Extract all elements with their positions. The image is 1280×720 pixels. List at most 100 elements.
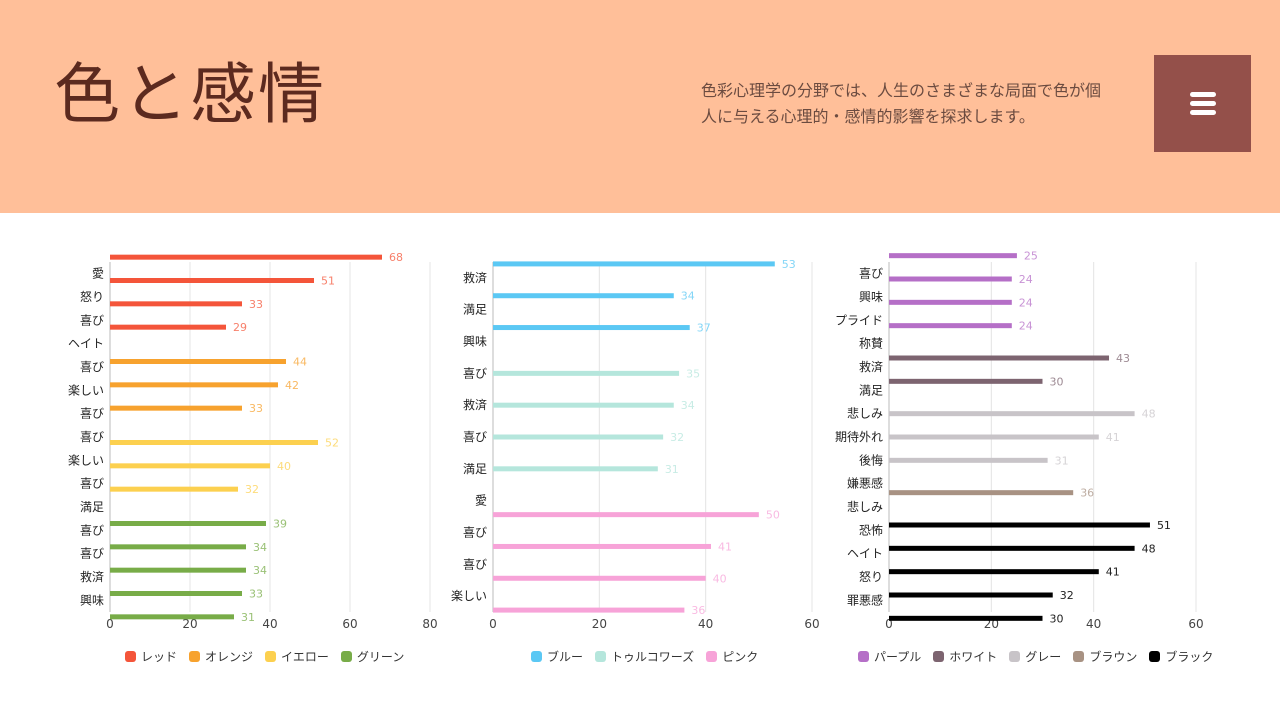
- bar: [110, 324, 226, 330]
- page-description: 色彩心理学の分野では、人生のさまざまな局面で色が個人に与える心理的・感情的影響を…: [701, 81, 1102, 126]
- y-category-label: 満足: [859, 383, 883, 397]
- x-tick-label: 0: [106, 617, 114, 631]
- data-label: 31: [665, 463, 679, 476]
- y-category-label: 罪悪感: [847, 592, 883, 607]
- legend-item[interactable]: イエロー: [265, 648, 329, 665]
- legend-item[interactable]: レッド: [125, 648, 177, 665]
- y-category-label: 満足: [80, 500, 104, 514]
- legend-swatch: [265, 651, 277, 662]
- bar: [889, 299, 1012, 305]
- legend-swatch: [933, 651, 945, 662]
- x-tick-label: 20: [592, 617, 607, 631]
- legend-swatch: [1009, 651, 1021, 662]
- legend-item[interactable]: グリーン: [340, 648, 404, 665]
- hamburger-menu-icon: [1190, 92, 1216, 97]
- legend-swatch: [189, 651, 201, 662]
- y-category-label: 喜び: [463, 525, 487, 539]
- data-label: 42: [285, 379, 299, 392]
- y-category-label: ヘイト: [68, 337, 104, 351]
- menu-button[interactable]: [1154, 55, 1251, 152]
- legend-item[interactable]: ブラック: [1149, 648, 1213, 665]
- data-label: 44: [293, 356, 307, 369]
- bar: [493, 466, 658, 472]
- bar: [889, 253, 1017, 259]
- data-label: 41: [1106, 431, 1120, 444]
- legend-item[interactable]: トゥルコワーズ: [595, 648, 694, 665]
- legend-item[interactable]: ピンク: [706, 648, 758, 665]
- legend-swatch: [1073, 651, 1085, 662]
- bar: [889, 569, 1099, 575]
- y-category-label: 喜び: [463, 557, 487, 571]
- bar: [110, 591, 242, 596]
- bar: [889, 490, 1074, 496]
- data-label: 35: [686, 367, 700, 380]
- y-category-label: 期待外れ: [835, 430, 883, 444]
- legend-label: ピンク: [722, 650, 759, 664]
- bar: [110, 301, 242, 307]
- bar: [493, 607, 685, 613]
- data-label: 48: [1142, 408, 1156, 421]
- legend-swatch: [595, 651, 607, 662]
- legend-swatch: [706, 651, 718, 662]
- bar: [493, 512, 759, 518]
- data-label: 52: [325, 437, 339, 450]
- data-label: 32: [245, 483, 259, 496]
- data-label: 37: [697, 322, 711, 335]
- bar: [110, 567, 246, 573]
- bar: [889, 411, 1135, 417]
- y-category-label: 救済: [859, 359, 883, 374]
- data-label: 32: [670, 431, 684, 444]
- bar: [110, 486, 238, 492]
- data-label: 39: [273, 518, 287, 531]
- bar: [110, 614, 234, 620]
- bar: [493, 575, 706, 581]
- legend-item[interactable]: ブラウン: [1073, 648, 1137, 665]
- legend-item[interactable]: ホワイト: [933, 648, 997, 665]
- bar: [110, 254, 382, 260]
- legend-swatch: [858, 651, 869, 662]
- bar: [889, 522, 1150, 528]
- x-tick-label: 40: [1086, 617, 1101, 631]
- data-label: 31: [241, 611, 255, 624]
- y-category-label: プライド: [835, 313, 883, 327]
- y-category-label: 喜び: [80, 430, 104, 444]
- x-tick-label: 40: [262, 617, 277, 631]
- legend-label: オレンジ: [205, 650, 254, 664]
- y-category-label: 喜び: [80, 547, 104, 561]
- bar: [110, 278, 314, 283]
- data-label: 31: [1055, 454, 1069, 467]
- legend-item[interactable]: グレー: [1009, 648, 1061, 665]
- legend-item[interactable]: パープル: [858, 648, 921, 665]
- x-tick-label: 0: [489, 617, 497, 631]
- data-label: 33: [249, 588, 263, 601]
- data-label: 34: [253, 564, 267, 577]
- y-category-label: 悲しみ: [847, 406, 883, 421]
- header: 色と感情 色彩心理学の分野では、人生のさまざまな局面で色が個人に与える心理的・感…: [0, 0, 1280, 213]
- bar: [889, 378, 1043, 384]
- bar: [493, 543, 711, 549]
- bar: [110, 382, 278, 388]
- y-category-label: 楽しい: [451, 589, 487, 603]
- legend-warm: レッド オレンジ イエロー グリーン: [125, 648, 404, 665]
- x-tick-label: 40: [698, 617, 713, 631]
- y-category-label: 喜び: [463, 430, 487, 444]
- y-category-label: 満足: [463, 303, 487, 317]
- bar: [493, 370, 680, 376]
- legend-swatch: [1149, 651, 1161, 662]
- data-label: 48: [1142, 542, 1156, 555]
- data-label: 53: [782, 258, 796, 271]
- data-label: 24: [1019, 296, 1033, 309]
- legend-item[interactable]: ブルー: [531, 648, 583, 665]
- legend-item[interactable]: オレンジ: [189, 648, 253, 665]
- y-category-label: 怒り: [859, 569, 883, 584]
- y-category-label: ヘイト: [847, 547, 883, 561]
- y-category-label: 悲しみ: [847, 499, 883, 514]
- y-category-label: 愛: [92, 267, 104, 281]
- data-label: 32: [1060, 589, 1074, 602]
- y-category-label: 救済: [80, 569, 104, 584]
- bar: [889, 355, 1110, 361]
- page-title: 色と感情: [54, 56, 326, 133]
- legend-label: グレー: [1025, 650, 1062, 664]
- y-category-label: 怒り: [80, 289, 104, 304]
- legend-label: ブラウン: [1089, 650, 1138, 664]
